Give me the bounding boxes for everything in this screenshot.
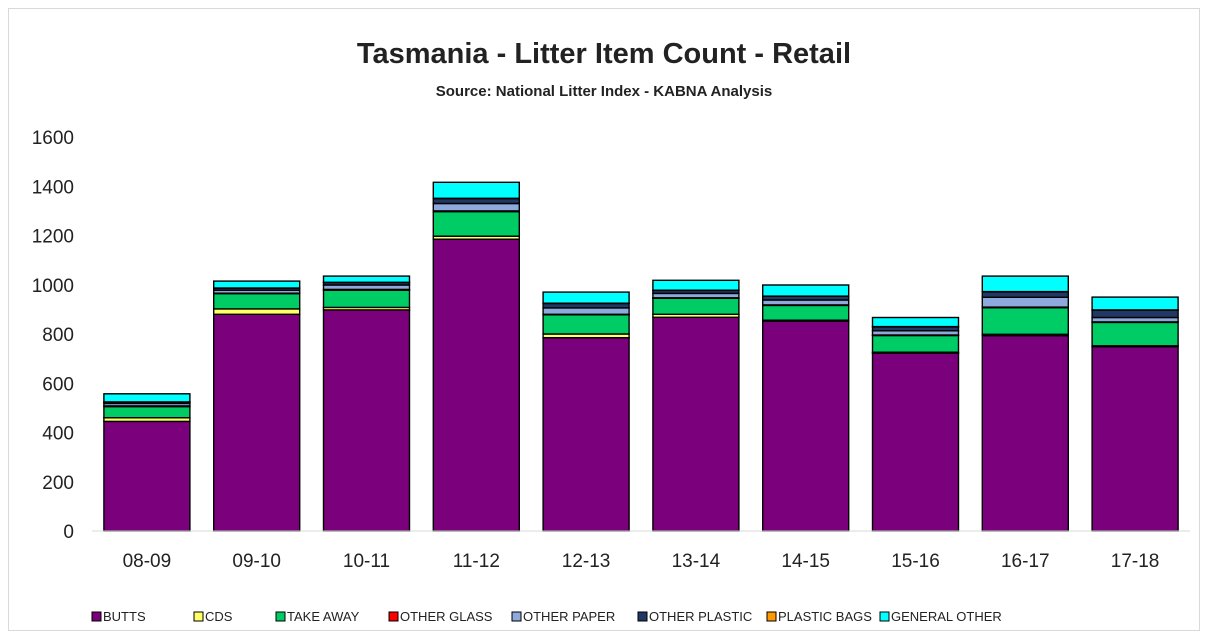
bar-segment-other-paper-11-12 [432,202,520,212]
bar-segment-other-plastic-17-18 [1091,309,1179,319]
legend-swatch-cds [193,611,204,622]
x-tick-label: 17-18 [1111,551,1160,572]
bar-segment-other-plastic-16-17 [981,291,1069,298]
legend-swatch-take-away [275,611,286,622]
bar-segment-other-plastic-11-12 [432,197,520,205]
bar-segment-take-away-15-16 [871,334,960,353]
y-tick-label: 0 [63,522,74,543]
legend: BUTTS CDS TAKE AWAY OTHER GLASS OTHER PAPER O… [91,609,1002,624]
legend-label-other-plastic: OTHER PLASTIC [649,609,752,624]
bar-segment-butts-10-11 [322,309,411,532]
bar-segment-general-other-14-15 [762,284,850,297]
bar-segment-general-other-13-14 [652,279,740,291]
bars [103,181,1179,532]
bar-segment-butts-11-12 [432,238,520,532]
legend-label-take-away: TAKE AWAY [287,609,360,624]
bar-segment-take-away-13-14 [652,297,740,315]
x-tick-label: 11-12 [453,551,500,572]
x-tick-label: 14-15 [781,551,830,572]
legend-swatch-plastic-bags [766,611,777,622]
bar-segment-general-other-17-18 [1091,296,1179,311]
bar-segment-general-other-08-09 [103,393,191,403]
legend-label-other-paper: OTHER PAPER [523,609,615,624]
y-tick-label: 400 [42,424,74,445]
bar-segment-other-plastic-12-13 [542,302,630,309]
chart-title: Tasmania - Litter Item Count - Retail [356,38,852,70]
bar-segment-take-away-16-17 [981,307,1069,336]
y-tick-label: 1000 [32,276,74,297]
y-tick-label: 600 [42,374,74,395]
legend-swatch-other-plastic [637,611,648,622]
legend-label-other-glass: OTHER GLASS [400,609,493,624]
bar-segment-butts-14-15 [762,320,850,532]
y-tick-label: 200 [42,473,74,494]
x-axis-labels: 08-09 09-10 10-11 11-12 12-13 13-14 14-15 15-16… [123,551,1160,572]
y-tick-label: 1600 [32,128,74,149]
bar-segment-take-away-09-10 [212,292,301,310]
bar-segment-general-other-15-16 [871,316,960,328]
legend-label-cds: CDS [205,609,233,624]
bar-segment-general-other-12-13 [542,291,630,304]
legend-label-plastic-bags: PLASTIC BAGS [778,609,872,624]
bar-segment-butts-08-09 [103,420,191,532]
y-tick-label: 800 [42,325,74,346]
bar-segment-butts-13-14 [652,316,740,532]
bar-segment-take-away-12-13 [542,314,630,335]
x-tick-label: 09-10 [232,551,281,572]
bar-segment-take-away-08-09 [103,405,191,419]
bar-segment-butts-16-17 [981,335,1069,532]
x-tick-label: 15-16 [891,551,940,572]
y-tick-label: 1400 [32,177,74,198]
legend-swatch-other-glass [388,611,399,622]
bar-segment-cds-09-10 [212,308,301,315]
bar-segment-general-other-16-17 [981,275,1069,293]
x-tick-label: 08-09 [123,551,172,572]
bar-segment-butts-15-16 [871,352,960,532]
bar-segment-take-away-10-11 [322,289,411,309]
y-axis-labels: 0 200 400 600 800 1000 1200 1400 1600 [32,128,74,543]
legend-label-general-other: GENERAL OTHER [891,609,1002,624]
bar-segment-general-other-11-12 [432,181,520,200]
legend-swatch-general-other [879,611,890,622]
legend-label-butts: BUTTS [103,609,146,624]
x-tick-label: 16-17 [1001,551,1050,572]
bar-segment-butts-17-18 [1091,346,1179,532]
legend-swatch-butts [91,611,102,622]
bar-segment-other-paper-16-17 [981,296,1069,308]
bar-segment-other-paper-12-13 [542,307,630,315]
bar-segment-butts-12-13 [542,337,630,532]
bar-segment-butts-09-10 [212,313,301,532]
bar-segment-take-away-14-15 [762,304,850,321]
bar-segment-take-away-11-12 [432,210,520,237]
bar-segment-general-other-09-10 [212,280,301,289]
bar-segment-take-away-17-18 [1091,321,1179,347]
bar-segment-general-other-10-11 [322,275,411,284]
x-tick-label: 12-13 [562,551,611,572]
x-tick-label: 10-11 [343,551,390,572]
legend-swatch-other-paper [511,611,522,622]
bar-segment-other-paper-14-15 [762,299,850,306]
chart-subtitle: Source: National Litter Index - KABNA An… [435,83,773,100]
x-tick-label: 13-14 [672,551,721,572]
y-tick-label: 1200 [32,227,74,248]
